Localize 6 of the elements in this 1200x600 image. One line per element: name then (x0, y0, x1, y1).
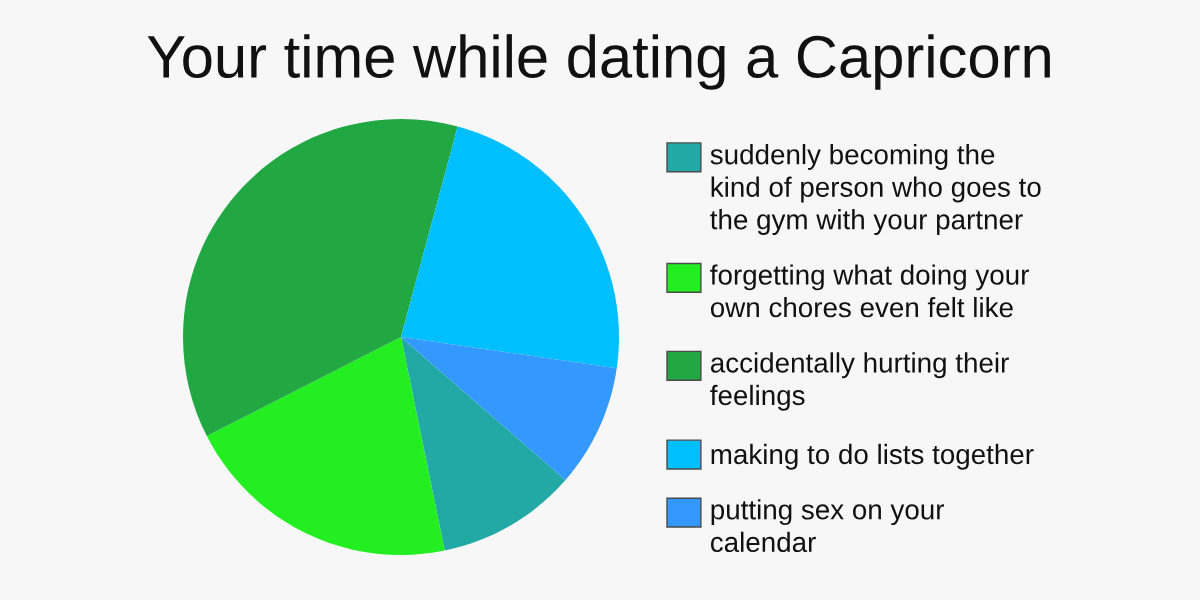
legend-label: making to do lists together (711, 443, 1034, 470)
chart-title: Your time while dating a Capricorn (147, 34, 1050, 90)
legend-label: putting sex on your calendar (710, 499, 945, 553)
legend-label: suddenly becoming the kind of person who goes to the gym with your partner (710, 144, 1041, 235)
legend-label: forgetting what doing your own chores even felt like (710, 264, 1029, 318)
legend-label: accidentally hurting their feelings (710, 352, 1009, 411)
